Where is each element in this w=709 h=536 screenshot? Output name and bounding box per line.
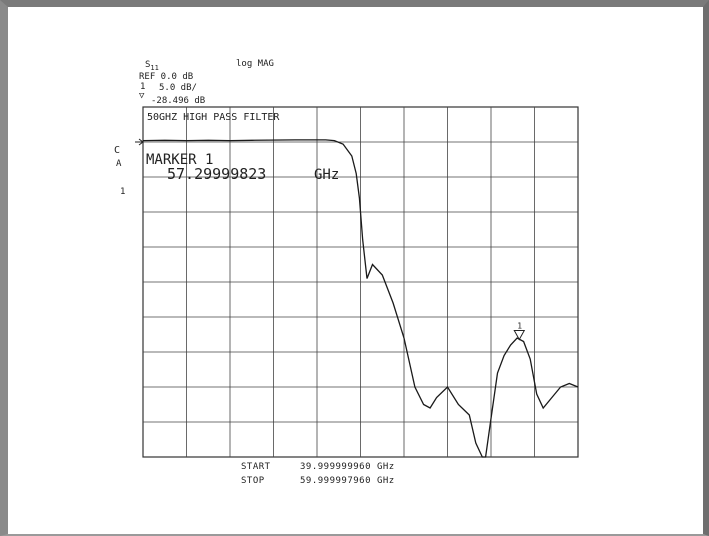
reference-level: REF 0.0 dB bbox=[139, 72, 194, 82]
trace-line bbox=[142, 139, 579, 458]
side-label-c: C bbox=[114, 145, 120, 156]
marker-number: 1 bbox=[517, 321, 522, 330]
marker-frequency-unit: GHz bbox=[314, 167, 339, 183]
marker-label: MARKER 1 bbox=[146, 152, 213, 168]
graticule bbox=[135, 106, 579, 458]
marker-triangle-icon bbox=[513, 329, 526, 341]
format-label: log MAG bbox=[236, 59, 274, 69]
marker-delta-symbol: ▽ bbox=[139, 91, 145, 101]
chart-plot: 50GHZ HIGH PASS FILTER C A MARKER 1 57.2… bbox=[114, 106, 579, 458]
start-label: START bbox=[241, 462, 271, 472]
start-frequency: 39.999999960 GHz bbox=[300, 462, 395, 472]
marker-frequency: 57.29999823 bbox=[167, 165, 266, 183]
reference-arrow-icon bbox=[135, 138, 144, 146]
marker-value-readout: -28.496 dB bbox=[151, 96, 206, 106]
scale-symbol-1: 1 bbox=[140, 82, 146, 92]
stop-frequency: 59.999997960 GHz bbox=[300, 476, 395, 486]
chart-title: 50GHZ HIGH PASS FILTER bbox=[147, 112, 280, 123]
trace-group bbox=[142, 139, 579, 458]
marker-group: 1 bbox=[513, 321, 526, 341]
reference-marker-label: 1 bbox=[120, 187, 125, 197]
scale-label: 5.0 dB/ bbox=[159, 83, 197, 93]
stop-label: STOP bbox=[241, 476, 265, 486]
side-label-a: A bbox=[116, 159, 122, 169]
parameter-label: S11 bbox=[145, 60, 159, 72]
